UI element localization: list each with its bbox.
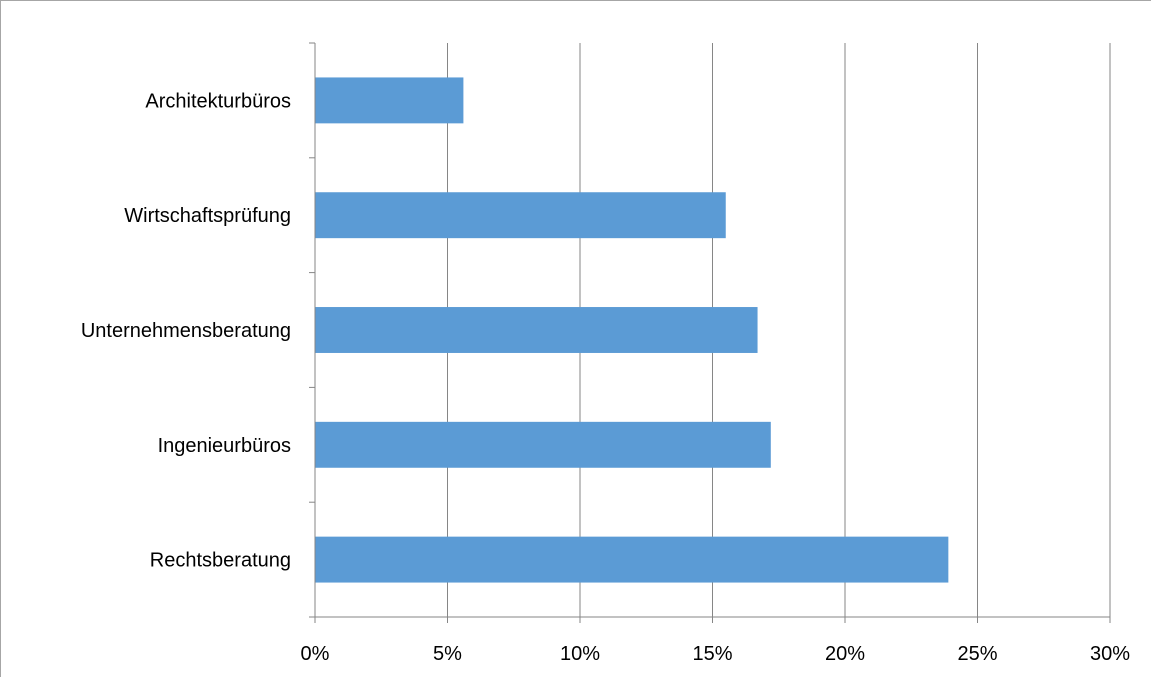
- bar-4: [315, 421, 771, 468]
- category-label: Unternehmensberatung: [81, 320, 291, 342]
- category-label: Ingenieurbüros: [158, 435, 291, 457]
- x-tick-label: 30%: [1090, 643, 1130, 665]
- x-tick-label: 15%: [692, 643, 732, 665]
- bar-2: [315, 192, 726, 239]
- bars: [315, 77, 949, 583]
- x-tick-label: 20%: [825, 643, 865, 665]
- tick-labels: 0% 5% 10% 15% 20% 25% 30%: [301, 643, 1131, 665]
- bar-3: [315, 307, 758, 353]
- x-tick-label: 5%: [433, 643, 462, 665]
- category-label: Wirtschaftsprüfung: [124, 205, 291, 227]
- category-label: Architekturbüros: [145, 90, 291, 112]
- category-label: Rechtsberatung: [150, 550, 291, 572]
- x-tick-label: 25%: [957, 643, 997, 665]
- bar-5: [315, 536, 949, 583]
- x-tick-label: 10%: [560, 643, 600, 665]
- axes: [309, 42, 1111, 623]
- bar-1: [315, 77, 464, 124]
- category-labels: Architekturbüros Wirtschaftsprüfung Untern…: [81, 90, 291, 571]
- x-tick-label: 0%: [301, 643, 330, 665]
